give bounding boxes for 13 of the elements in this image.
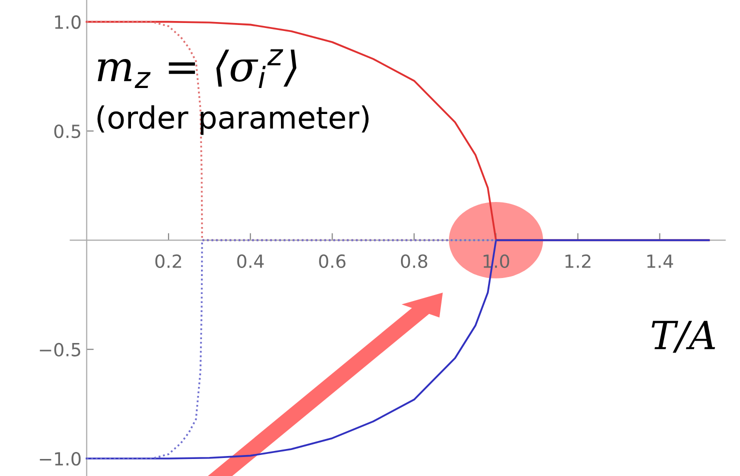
- y-tick-label: −0.5: [40, 342, 80, 356]
- y-tick-label: 1.0: [55, 15, 81, 29]
- x-tick-label: 0.2: [155, 254, 182, 268]
- x-tick-label: 1.4: [647, 254, 674, 268]
- x-axis-title: T/A: [652, 320, 716, 353]
- x-tick-label: 0.4: [237, 254, 264, 268]
- y-tick-label: 0.5: [54, 124, 80, 138]
- x-tick-label: 0.6: [319, 254, 346, 268]
- annotation: m$_{z}$ = ⟨σ$_{i}$$^{z}$⟩: [98, 49, 296, 88]
- annotation: (order parameter): [97, 105, 369, 135]
- x-tick-label: 0.8: [400, 254, 428, 268]
- x-tick-label: 1.2: [565, 254, 590, 268]
- y-tick-label: −1.0: [40, 452, 81, 466]
